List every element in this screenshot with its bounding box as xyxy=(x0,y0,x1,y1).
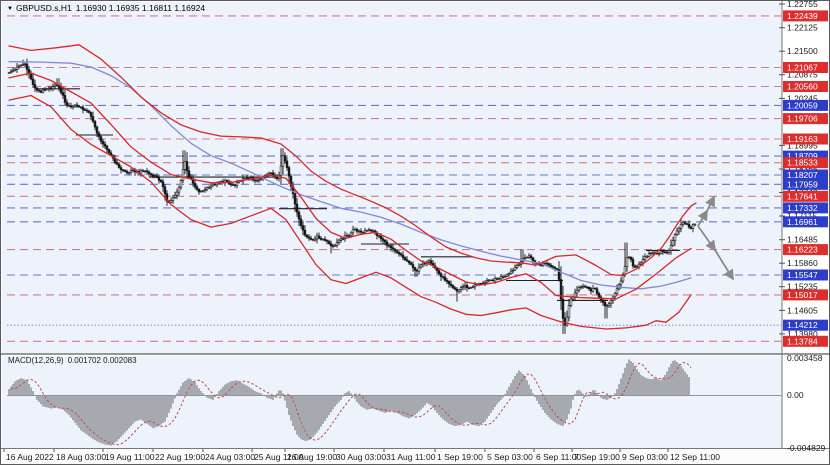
svg-text:1.13784: 1.13784 xyxy=(787,336,818,346)
time-axis-bg[interactable] xyxy=(2,449,829,464)
svg-text:1.16223: 1.16223 xyxy=(787,245,818,255)
svg-text:1.15017: 1.15017 xyxy=(787,290,818,300)
main-pane-bg[interactable] xyxy=(2,2,782,354)
level-price-label xyxy=(783,216,828,228)
svg-text:1.19706: 1.19706 xyxy=(787,114,818,124)
level-price-label xyxy=(783,113,828,125)
svg-text:1.20560: 1.20560 xyxy=(787,82,818,92)
svg-text:1.17959: 1.17959 xyxy=(787,179,818,189)
level-price-label xyxy=(783,81,828,92)
macd-histogram xyxy=(7,359,781,446)
macd-values-text: 0.001702 0.002083 xyxy=(67,356,137,365)
macd-indicator-label: MACD(12,26,9) 0.001702 0.002083 xyxy=(8,356,141,365)
symbol-timeframe-text: GBPUSD.s,H1 xyxy=(15,3,72,13)
level-price-label xyxy=(783,190,828,202)
svg-text:1.14212: 1.14212 xyxy=(787,320,818,330)
level-price-label xyxy=(783,10,828,22)
time-tick-label: 7 Sep 19:00 xyxy=(574,452,620,462)
svg-text:1.20059: 1.20059 xyxy=(787,100,818,110)
price-tick-label: 1.20875 xyxy=(787,70,818,80)
time-tick-label: 5 Sep 03:00 xyxy=(487,452,533,462)
time-tick-label: 26 Aug 19:00 xyxy=(287,452,337,462)
time-tick-label: 24 Aug 03:00 xyxy=(205,452,255,462)
price-tick-label: 1.18365 xyxy=(787,164,818,174)
level-price-label xyxy=(783,202,828,214)
macd-name-text: MACD(12,26,9) xyxy=(8,356,64,365)
time-tick-label: 6 Sep 11:00 xyxy=(536,452,581,462)
ohlc-text: 1.16930 1.16935 1.16811 1.16924 xyxy=(75,3,206,13)
svg-text:1.18207: 1.18207 xyxy=(787,170,818,180)
level-price-label xyxy=(783,99,828,111)
level-price-label xyxy=(783,150,828,162)
time-tick-label: 19 Aug 11:00 xyxy=(105,452,155,462)
price-tick-label: 1.18995 xyxy=(787,140,818,150)
svg-text:1.22439: 1.22439 xyxy=(787,11,818,21)
price-tick-label: 1.17115 xyxy=(787,211,817,221)
svg-text:1.19163: 1.19163 xyxy=(787,134,818,144)
price-tick-label: 1.13980 xyxy=(787,329,818,339)
price-tick-label: 1.21500 xyxy=(787,46,818,56)
macd-scale-label: 0.00 xyxy=(787,390,804,400)
time-tick-label: 22 Aug 19:00 xyxy=(155,452,205,462)
level-price-label xyxy=(783,244,828,256)
chart-title: ▼ GBPUSD.s,H1 1.16930 1.16935 1.16811 1.16… xyxy=(7,3,209,13)
level-price-label xyxy=(783,289,828,301)
macd-scale-label: 0.003458 xyxy=(787,353,823,363)
level-price-label xyxy=(783,133,828,145)
time-tick-label: 12 Sep 11:00 xyxy=(670,452,720,462)
forecast-arrows xyxy=(697,195,734,281)
svg-text:1.17641: 1.17641 xyxy=(787,191,818,201)
time-tick-label: 18 Aug 03:00 xyxy=(56,452,106,462)
time-tick-label: 25 Aug 11:00 xyxy=(254,452,304,462)
macd-scale-label: -0.004829 xyxy=(787,443,826,453)
price-tick-label: 1.16485 xyxy=(787,235,818,245)
support-resistance-levels xyxy=(7,15,781,342)
indicator-lines xyxy=(8,44,697,330)
price-tick-label: 1.20245 xyxy=(787,93,818,103)
svg-text:1.18709: 1.18709 xyxy=(787,151,818,161)
svg-text:1.17332: 1.17332 xyxy=(787,203,818,213)
time-tick-label: 9 Sep 03:00 xyxy=(622,452,668,462)
level-price-label xyxy=(783,335,828,347)
level-price-label xyxy=(783,269,828,281)
svg-text:1.16961: 1.16961 xyxy=(787,217,818,227)
price-tick-label: 1.22125 xyxy=(787,23,818,33)
price-tick-label: 1.15235 xyxy=(787,282,818,292)
svg-text:1.21067: 1.21067 xyxy=(787,63,818,73)
price-tick-label: 1.22755 xyxy=(787,1,818,9)
level-price-label xyxy=(783,157,828,169)
svg-text:1.15547: 1.15547 xyxy=(787,270,818,280)
macd-pane-bg[interactable] xyxy=(2,356,782,449)
level-price-label xyxy=(783,169,828,181)
price-tick-label: 1.14605 xyxy=(787,305,818,315)
time-tick-label: 1 Sep 19:00 xyxy=(437,452,483,462)
level-price-label xyxy=(783,319,828,331)
collapse-triangle-icon[interactable]: ▼ xyxy=(7,6,13,12)
candlestick-series xyxy=(7,58,697,334)
price-axis[interactable]: 1.22755 1.22125 1.21500 1.20875 1.20245 1.189… xyxy=(779,1,828,453)
svg-text:1.18533: 1.18533 xyxy=(787,158,818,168)
level-price-label xyxy=(783,178,828,190)
price-tick-label: 1.15860 xyxy=(787,258,818,268)
time-tick-label: 16 Aug 2022 xyxy=(6,452,54,462)
time-tick-label: 31 Aug 11:00 xyxy=(386,452,436,462)
time-tick-label: 30 Aug 03:00 xyxy=(336,452,386,462)
level-price-label xyxy=(783,62,828,73)
